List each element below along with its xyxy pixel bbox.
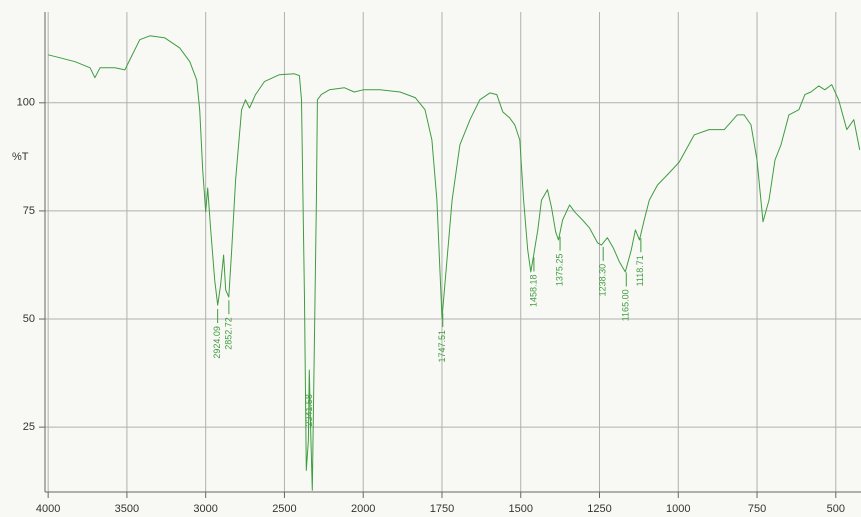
spectrum-line: [48, 36, 860, 491]
peak-label: 2852.72: [223, 317, 233, 350]
x-tick-label: 1000: [666, 503, 690, 515]
y-tick-label: 75: [23, 205, 35, 217]
y-tick-label: 25: [23, 421, 35, 433]
x-tick-label: 500: [827, 503, 845, 515]
y-tick-label: 100: [17, 97, 35, 109]
peak-label: 2924.09: [212, 326, 222, 359]
x-tick-label: 2000: [351, 503, 375, 515]
peak-label: 1238.30: [598, 264, 608, 297]
x-tick-label: 1750: [430, 503, 454, 515]
peak-label: 1747.51: [437, 330, 447, 363]
peak-label: 1118.71: [635, 255, 645, 286]
x-tick-label: 3500: [115, 503, 139, 515]
peak-label: 1458.18: [528, 274, 538, 307]
x-tick-label: 4000: [36, 503, 60, 515]
x-tick-label: 2500: [272, 503, 296, 515]
x-tick-label: 3000: [193, 503, 217, 515]
peak-label: 1165.00: [621, 289, 631, 321]
peak-label: 2341.58: [304, 394, 314, 427]
x-tick-label: 1500: [508, 503, 532, 515]
chart: %T 25 50 75 100 4000 3500 3000 2500 2000 1750 1500…: [0, 0, 861, 517]
y-tick-label: 50: [23, 313, 35, 325]
y-axis-label: %T: [12, 151, 29, 163]
x-tick-label: 1250: [587, 503, 611, 515]
peak-label: 1375.25: [554, 254, 564, 287]
x-tick-label: 750: [748, 503, 766, 515]
